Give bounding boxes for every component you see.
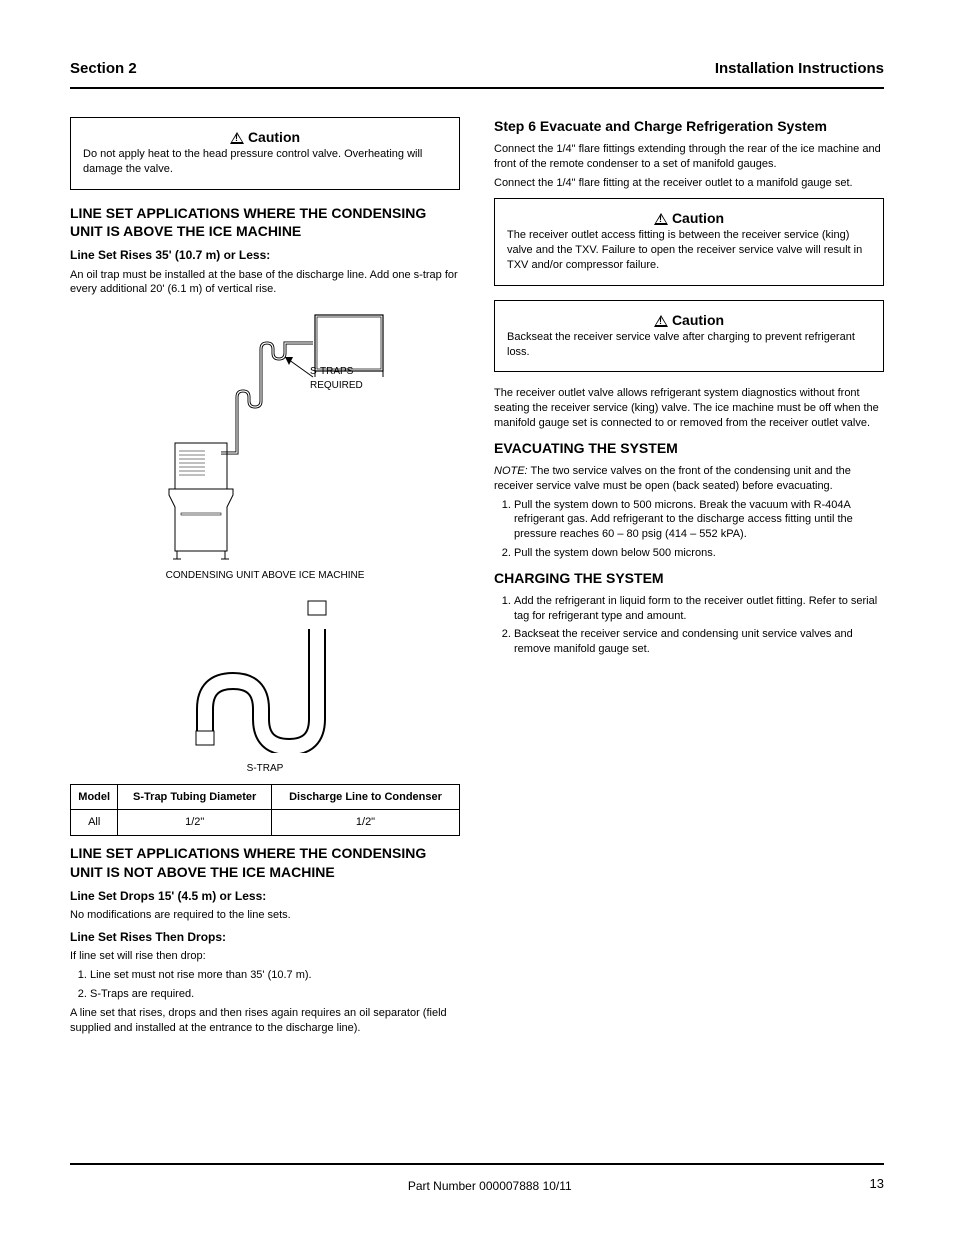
header-rule: [70, 87, 884, 89]
rise-drop-list: Line set must not rise more than 35' (10…: [70, 968, 460, 1002]
figure1-caption: CONDENSING UNIT ABOVE ICE MACHINE: [70, 569, 460, 583]
note-label: NOTE:: [494, 465, 528, 477]
para-connect1: Connect the 1/4" flare fittings extendin…: [494, 142, 884, 172]
evac-list: Pull the system down to 500 microns. Bre…: [494, 498, 884, 561]
list-item: S-Traps are required.: [90, 987, 460, 1002]
footer: Part Number 000007888 10/11 13: [70, 1155, 884, 1193]
para-receiver-valve: The receiver outlet valve allows refrige…: [494, 386, 884, 431]
charge-list: Add the refrigerant in liquid form to th…: [494, 594, 884, 657]
caution-body: Backseat the receiver service valve afte…: [507, 330, 871, 360]
heading-not-above: LINE SET APPLICATIONS WHERE THE CONDENSI…: [70, 844, 460, 882]
subheading-rise-drop: Line Set Rises Then Drops:: [70, 929, 460, 945]
column-left: ! Caution Do not apply heat to the head p…: [70, 109, 460, 1039]
caution-box-receiver: ! Caution The receiver outlet access fitt…: [494, 198, 884, 285]
td-strap-dia: 1/2": [118, 810, 272, 836]
para-oil-sep: A line set that rises, drops and then ri…: [70, 1006, 460, 1036]
header-section: Section 2: [70, 60, 137, 77]
figure-strap: S-TRAP: [70, 593, 460, 775]
para-rise-drop-intro: If line set will rise then drop:: [70, 949, 460, 964]
subheading-rise35: Line Set Rises 35' (10.7 m) or Less:: [70, 247, 460, 263]
list-item: Backseat the receiver service and conden…: [514, 627, 884, 657]
th-model: Model: [71, 784, 118, 810]
para-no-mods: No modifications are required to the lin…: [70, 908, 460, 923]
spec-table: Model S-Trap Tubing Diameter Discharge L…: [70, 784, 460, 837]
caution-box-backseat: ! Caution Backseat the receiver service v…: [494, 300, 884, 373]
subheading-drop15: Line Set Drops 15' (4.5 m) or Less:: [70, 888, 460, 904]
heading-charging: CHARGING THE SYSTEM: [494, 569, 884, 588]
td-discharge: 1/2": [272, 810, 460, 836]
callout-straps: S-TRAPS REQUIRED: [310, 365, 390, 392]
th-strap-dia: S-Trap Tubing Diameter: [118, 784, 272, 810]
list-item: Line set must not rise more than 35' (10…: [90, 968, 460, 983]
para-oiltrap: An oil trap must be installed at the bas…: [70, 268, 460, 298]
note-evac: NOTE: The two service valves on the fron…: [494, 464, 884, 494]
para-connect2: Connect the 1/4" flare fitting at the re…: [494, 176, 884, 191]
caution-box-heat: ! Caution Do not apply heat to the head p…: [70, 117, 460, 190]
footer-rule: [70, 1163, 884, 1165]
figure-condenser-above: S-TRAPS REQUIRED CONDENSING UNIT ABOVE I…: [70, 305, 460, 585]
heading-step6: Step 6 Evacuate and Charge Refrigeration…: [494, 117, 884, 136]
th-discharge-line: Discharge Line to Condenser: [272, 784, 460, 810]
warning-triangle-icon: !: [654, 213, 668, 225]
note-text: The two service valves on the front of t…: [494, 465, 851, 492]
list-item: Pull the system down below 500 microns.: [514, 546, 884, 561]
footer-pageno: 13: [870, 1176, 884, 1191]
list-item: Add the refrigerant in liquid form to th…: [514, 594, 884, 624]
list-item: Pull the system down to 500 microns. Bre…: [514, 498, 884, 543]
caution-title: Caution: [672, 312, 724, 328]
caution-body: Do not apply heat to the head pressure c…: [83, 147, 447, 177]
caution-title: Caution: [672, 210, 724, 226]
figure2-caption: S-TRAP: [70, 762, 460, 776]
td-model: All: [71, 810, 118, 836]
header-title: Installation Instructions: [715, 60, 884, 77]
column-right: Step 6 Evacuate and Charge Refrigeration…: [494, 109, 884, 1039]
heading-evacuating: EVACUATING THE SYSTEM: [494, 439, 884, 458]
warning-triangle-icon: !: [230, 132, 244, 144]
caution-body: The receiver outlet access fitting is be…: [507, 228, 871, 273]
heading-above: LINE SET APPLICATIONS WHERE THE CONDENSI…: [70, 204, 460, 242]
warning-triangle-icon: !: [654, 315, 668, 327]
table-row: All 1/2" 1/2": [71, 810, 460, 836]
footer-partno: Part Number 000007888 10/11: [408, 1179, 572, 1193]
caution-title: Caution: [248, 129, 300, 145]
